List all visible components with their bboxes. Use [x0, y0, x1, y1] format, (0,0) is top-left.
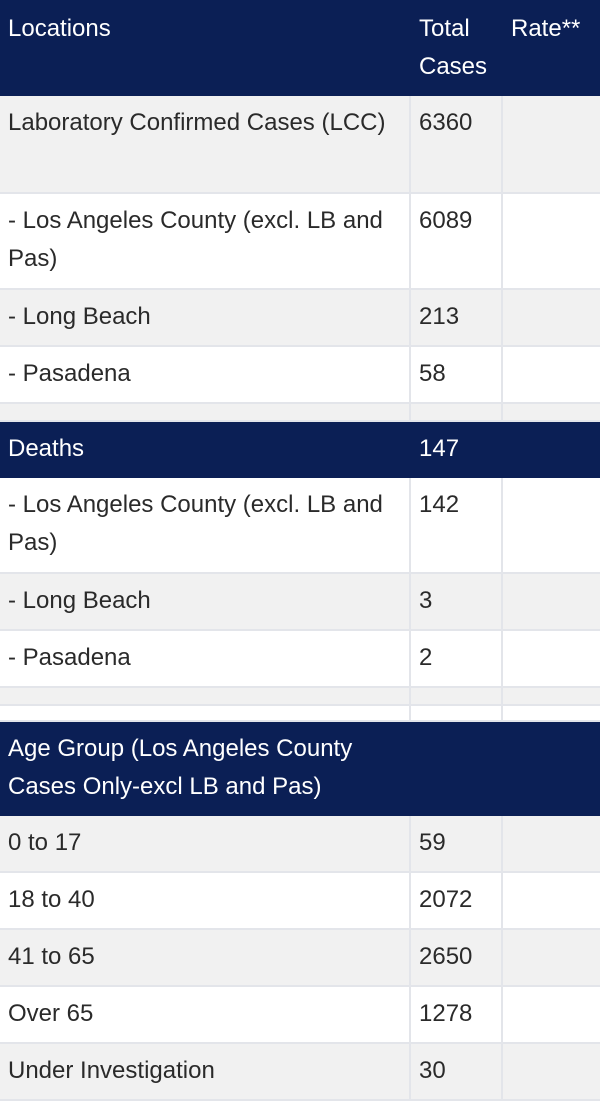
row-label: - Pasadena	[0, 629, 411, 688]
total-cases-header: Total Cases	[409, 0, 503, 96]
locations-header: Locations	[0, 0, 411, 96]
row-value: 2	[409, 629, 503, 688]
row-value: 142	[409, 476, 503, 574]
row-rate	[501, 288, 600, 347]
row-value: 2650	[409, 928, 503, 987]
row-label: 41 to 65	[0, 928, 411, 987]
row-value: 30	[409, 1042, 503, 1101]
table-row: Laboratory Confirmed Cases (LCC) 6360	[0, 94, 600, 194]
row-rate	[501, 345, 600, 404]
row-rate	[501, 572, 600, 631]
row-value: 6089	[409, 192, 503, 290]
row-label: Under Investigation	[0, 1042, 411, 1101]
row-label: - Long Beach	[0, 572, 411, 631]
row-rate	[501, 871, 600, 930]
row-value: 1278	[409, 985, 503, 1044]
table-row: Under Investigation 30	[0, 1042, 600, 1101]
row-label: 18 to 40	[0, 871, 411, 930]
deaths-rate	[501, 420, 600, 478]
row-label: - Long Beach	[0, 288, 411, 347]
row-rate	[501, 192, 600, 290]
row-value: 6360	[409, 94, 503, 194]
row-rate	[501, 928, 600, 987]
table-header-row: Locations Total Cases Rate**	[0, 0, 600, 96]
row-label: Over 65	[0, 985, 411, 1044]
age-group-total	[409, 720, 503, 816]
deaths-header-row: Deaths 147	[0, 420, 600, 478]
spacer-row	[0, 402, 600, 422]
row-value: 58	[409, 345, 503, 404]
table-row: 41 to 65 2650	[0, 928, 600, 987]
row-rate	[501, 629, 600, 688]
row-label: Laboratory Confirmed Cases (LCC)	[0, 94, 411, 194]
table-row: - Long Beach 3	[0, 572, 600, 631]
row-value: 2072	[409, 871, 503, 930]
spacer-row	[0, 704, 600, 722]
rate-header: Rate**	[501, 0, 600, 96]
deaths-label: Deaths	[0, 420, 411, 478]
table-row: - Pasadena 58	[0, 345, 600, 404]
table-row: - Pasadena 2	[0, 629, 600, 688]
row-rate	[501, 1042, 600, 1101]
age-group-rate	[501, 720, 600, 816]
table-row: 18 to 40 2072	[0, 871, 600, 930]
spacer-row	[0, 686, 600, 706]
table-row: - Los Angeles County (excl. LB and Pas) …	[0, 476, 600, 574]
row-rate	[501, 814, 600, 873]
table-row: - Los Angeles County (excl. LB and Pas) …	[0, 192, 600, 290]
row-rate	[501, 94, 600, 194]
row-rate	[501, 985, 600, 1044]
row-label: - Pasadena	[0, 345, 411, 404]
table-row: - Long Beach 213	[0, 288, 600, 347]
row-label: - Los Angeles County (excl. LB and Pas)	[0, 192, 411, 290]
row-value: 3	[409, 572, 503, 631]
row-value: 59	[409, 814, 503, 873]
row-label: - Los Angeles County (excl. LB and Pas)	[0, 476, 411, 574]
row-label: 0 to 17	[0, 814, 411, 873]
age-group-label: Age Group (Los Angeles County Cases Only…	[0, 720, 411, 816]
deaths-total: 147	[409, 420, 503, 478]
age-group-header-row: Age Group (Los Angeles County Cases Only…	[0, 720, 600, 816]
table-row: 0 to 17 59	[0, 814, 600, 873]
row-value: 213	[409, 288, 503, 347]
row-rate	[501, 476, 600, 574]
table-row: Over 65 1278	[0, 985, 600, 1044]
